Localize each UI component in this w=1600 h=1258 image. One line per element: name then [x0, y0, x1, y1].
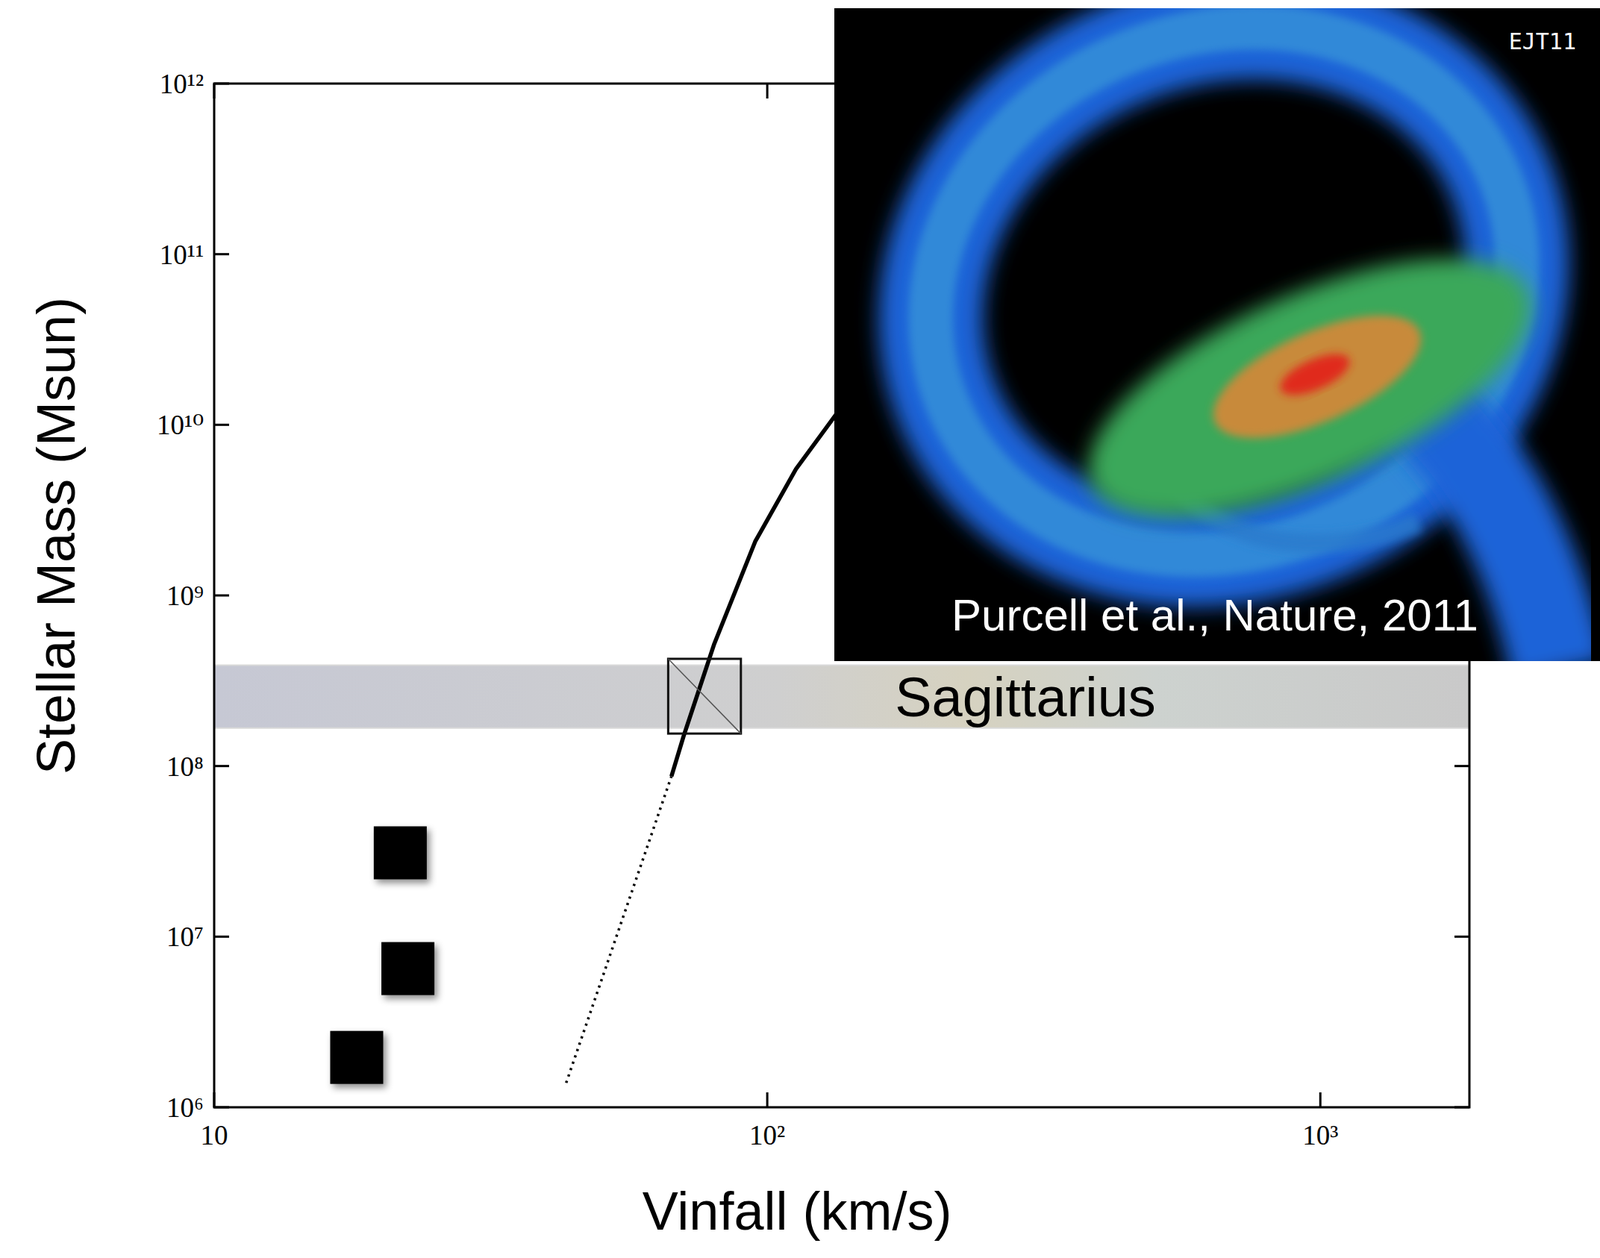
y-tick: [1454, 764, 1470, 768]
x-tick: [766, 1092, 769, 1108]
x-tick: [213, 83, 216, 99]
band-label: Sagittarius: [894, 666, 1156, 729]
x-tick-label: 10³: [1302, 1120, 1339, 1151]
dotted-curve: [566, 776, 672, 1084]
y-tick-label: 10⁹: [166, 580, 204, 612]
galaxy-bulge: [1197, 290, 1439, 464]
x-axis-title: Vinfall (km/s): [642, 1181, 953, 1242]
square-marker: [373, 826, 427, 880]
y-tick: [214, 252, 230, 256]
y-axis-title: Stellar Mass (Msun): [26, 297, 86, 775]
x-tick: [1319, 1092, 1322, 1108]
y-tick: [214, 1106, 230, 1109]
y-tick-label: 10¹²: [159, 68, 204, 100]
galaxy-core: [1274, 345, 1356, 403]
y-tick-label: 10¹⁰: [156, 409, 204, 441]
y-tick: [1454, 935, 1470, 939]
x-tick: [766, 83, 769, 99]
galaxy-disk: [1053, 205, 1566, 571]
x-tick-label: 10: [200, 1120, 229, 1151]
y-tick-label: 10⁷: [166, 921, 204, 953]
y-tick: [214, 764, 230, 768]
y-tick-label: 10⁸: [166, 751, 204, 783]
square-marker: [381, 942, 435, 996]
band: [214, 665, 1470, 729]
y-tick: [214, 935, 230, 939]
y-tick: [214, 594, 230, 598]
square-marker: [329, 1031, 383, 1085]
x-tick-label: 10²: [749, 1120, 786, 1151]
inset-credit: EJT11: [1508, 28, 1577, 55]
inset-image: [834, 8, 1600, 662]
inset-caption: Purcell et al., Nature, 2011: [951, 590, 1479, 641]
x-tick: [213, 1092, 216, 1108]
y-tick-label: 10⁶: [166, 1092, 204, 1124]
y-tick: [1454, 1106, 1470, 1109]
highlight-box: [667, 658, 741, 734]
y-tick-label: 10¹¹: [159, 239, 204, 271]
chart: 10 10² 10³ 10⁶ 10⁷ 10⁸ 10⁹ 10¹⁰ 10¹¹ 10¹² Vinfall …: [0, 0, 1600, 1258]
solid-curve: [671, 414, 837, 777]
box-diagonal: [667, 658, 741, 734]
y-tick: [214, 82, 230, 86]
y-tick: [214, 423, 230, 427]
